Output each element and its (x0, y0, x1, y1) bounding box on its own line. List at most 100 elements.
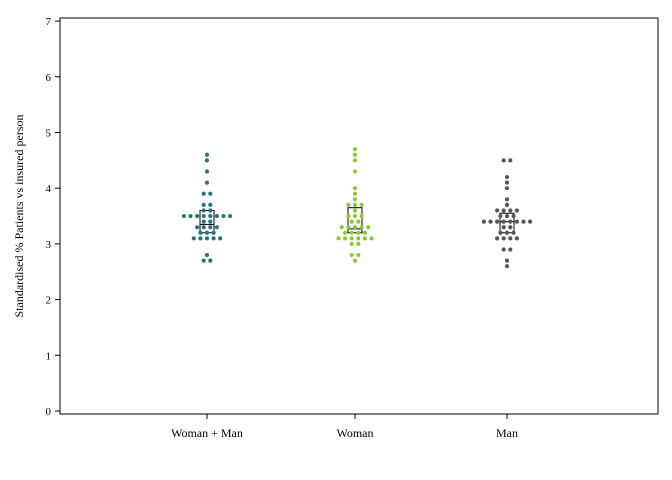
data-point (508, 208, 512, 212)
data-point (346, 203, 350, 207)
data-point (495, 208, 499, 212)
data-point (195, 214, 199, 218)
data-point (505, 264, 509, 268)
data-point (182, 214, 186, 218)
data-point (502, 225, 506, 229)
data-point (205, 231, 209, 235)
data-point (505, 259, 509, 263)
data-point (508, 236, 512, 240)
data-point (202, 259, 206, 263)
data-point (202, 214, 206, 218)
data-point (198, 231, 202, 235)
data-point (356, 253, 360, 257)
data-point (218, 236, 222, 240)
data-point (353, 153, 357, 157)
data-point (195, 225, 199, 229)
data-point (346, 225, 350, 229)
data-point (356, 220, 360, 224)
data-point (350, 231, 354, 235)
data-point (202, 192, 206, 196)
data-point (505, 231, 509, 235)
data-point (208, 214, 212, 218)
data-point (208, 192, 212, 196)
data-point (363, 236, 367, 240)
data-point (353, 203, 357, 207)
data-point (208, 208, 212, 212)
data-point (356, 231, 360, 235)
data-point (505, 181, 509, 185)
data-point (212, 231, 216, 235)
data-point (205, 181, 209, 185)
data-point (353, 158, 357, 162)
data-point (202, 220, 206, 224)
data-point (508, 247, 512, 251)
data-point (353, 147, 357, 151)
data-point (202, 225, 206, 229)
data-point (508, 220, 512, 224)
data-point (521, 220, 525, 224)
data-point (353, 225, 357, 229)
data-point (505, 203, 509, 207)
data-point (366, 225, 370, 229)
data-point (369, 236, 373, 240)
data-point (336, 236, 340, 240)
data-point (350, 220, 354, 224)
data-point (215, 214, 219, 218)
data-point (502, 158, 506, 162)
data-point (495, 236, 499, 240)
data-point (482, 220, 486, 224)
data-point (350, 236, 354, 240)
data-point (353, 214, 357, 218)
data-point (502, 247, 506, 251)
data-point (202, 203, 206, 207)
data-point (360, 214, 364, 218)
data-point (215, 225, 219, 229)
data-point (528, 220, 532, 224)
data-point (363, 231, 367, 235)
data-point (502, 208, 506, 212)
data-point (508, 158, 512, 162)
x-category-label: Woman + Man (171, 426, 243, 440)
data-point (343, 231, 347, 235)
data-point (343, 236, 347, 240)
data-point (205, 169, 209, 173)
y-tick-label: 2 (46, 295, 52, 307)
y-tick-label: 3 (46, 239, 52, 251)
data-point (205, 253, 209, 257)
data-point (353, 208, 357, 212)
data-point (495, 220, 499, 224)
data-point (353, 197, 357, 201)
data-point (208, 220, 212, 224)
data-point (350, 242, 354, 246)
data-point (205, 153, 209, 157)
data-point (508, 225, 512, 229)
data-point (221, 214, 225, 218)
data-point (192, 236, 196, 240)
data-point (360, 203, 364, 207)
data-point (505, 214, 509, 218)
y-tick-label: 7 (46, 16, 52, 28)
data-point (511, 214, 515, 218)
data-point (353, 186, 357, 190)
data-point (353, 192, 357, 196)
data-point (498, 214, 502, 218)
data-point (208, 225, 212, 229)
y-tick-label: 4 (46, 183, 52, 195)
data-point (188, 214, 192, 218)
data-point (511, 231, 515, 235)
x-category-label: Man (496, 426, 518, 440)
data-point (356, 242, 360, 246)
y-tick-label: 6 (46, 72, 52, 84)
data-point (205, 158, 209, 162)
data-point (505, 175, 509, 179)
data-point (515, 220, 519, 224)
data-point (515, 208, 519, 212)
data-point (208, 259, 212, 263)
data-point (353, 259, 357, 263)
data-point (356, 236, 360, 240)
y-axis-title: Standardised % Patients vs insured perso… (12, 115, 26, 318)
y-tick-label: 1 (46, 350, 52, 362)
y-tick-label: 0 (46, 406, 52, 418)
data-point (505, 186, 509, 190)
